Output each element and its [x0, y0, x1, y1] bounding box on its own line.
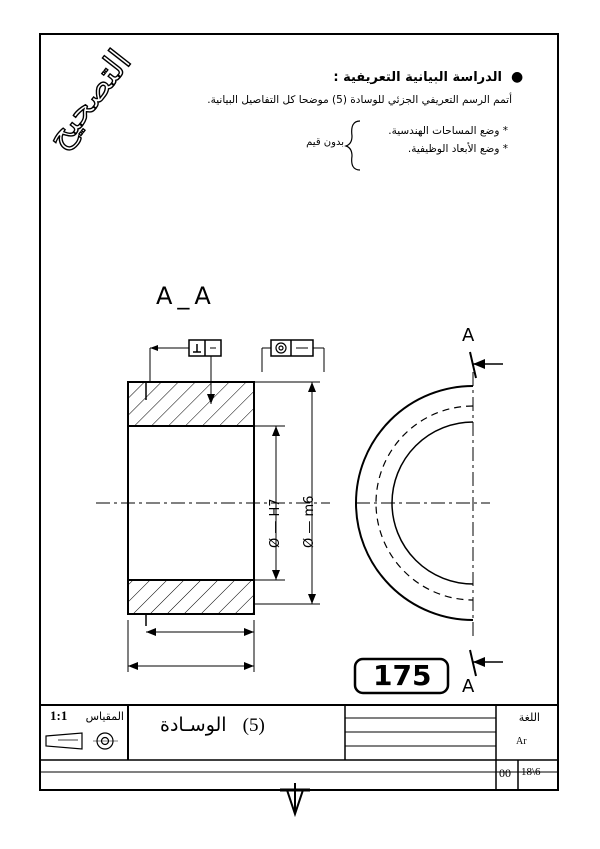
part-name: (5) الوسـادة	[160, 714, 265, 737]
part-name-text: الوسـادة	[160, 714, 227, 736]
outer-dimension: Ø — m6	[302, 495, 317, 548]
language-label: اللغة	[518, 711, 540, 724]
end-view	[355, 351, 503, 677]
bullet-item-1-label: وضع المساحات الهندسية.	[388, 125, 500, 137]
language-value: Ar	[516, 736, 527, 747]
scale-label: المقياس	[85, 710, 124, 723]
title-block	[40, 704, 558, 790]
part-number: (5)	[242, 715, 265, 736]
section-title: الدراسة البيانية التعريفية :	[333, 70, 502, 85]
instruction-text: أتمم الرسم التعريفي الجزئي للوسادة (5) م…	[207, 94, 512, 106]
score-value: 175	[373, 659, 432, 692]
bracket	[344, 120, 361, 171]
cut-label-top: A	[462, 325, 475, 346]
scale-value: 1:1	[50, 708, 68, 723]
section-view	[96, 339, 330, 672]
bullet-dot-icon: ●	[511, 69, 524, 85]
score-box	[353, 657, 450, 695]
cut-label-bottom: A	[462, 676, 475, 697]
page-number: 18\6	[521, 766, 541, 778]
bracket-note: بدون قيم	[306, 137, 344, 148]
bullet-item-2-label: وضع الأبعاد الوظيفية.	[407, 143, 500, 155]
bullet-item-2: * وضع الأبعاد الوظيفية.	[407, 143, 508, 155]
bullet-item-1: * وضع المساحات الهندسية.	[388, 125, 508, 137]
sheet-code: 00	[499, 766, 511, 780]
bore-dimension: Ø — H7	[268, 498, 283, 548]
section-view-label: A_A	[156, 282, 216, 310]
